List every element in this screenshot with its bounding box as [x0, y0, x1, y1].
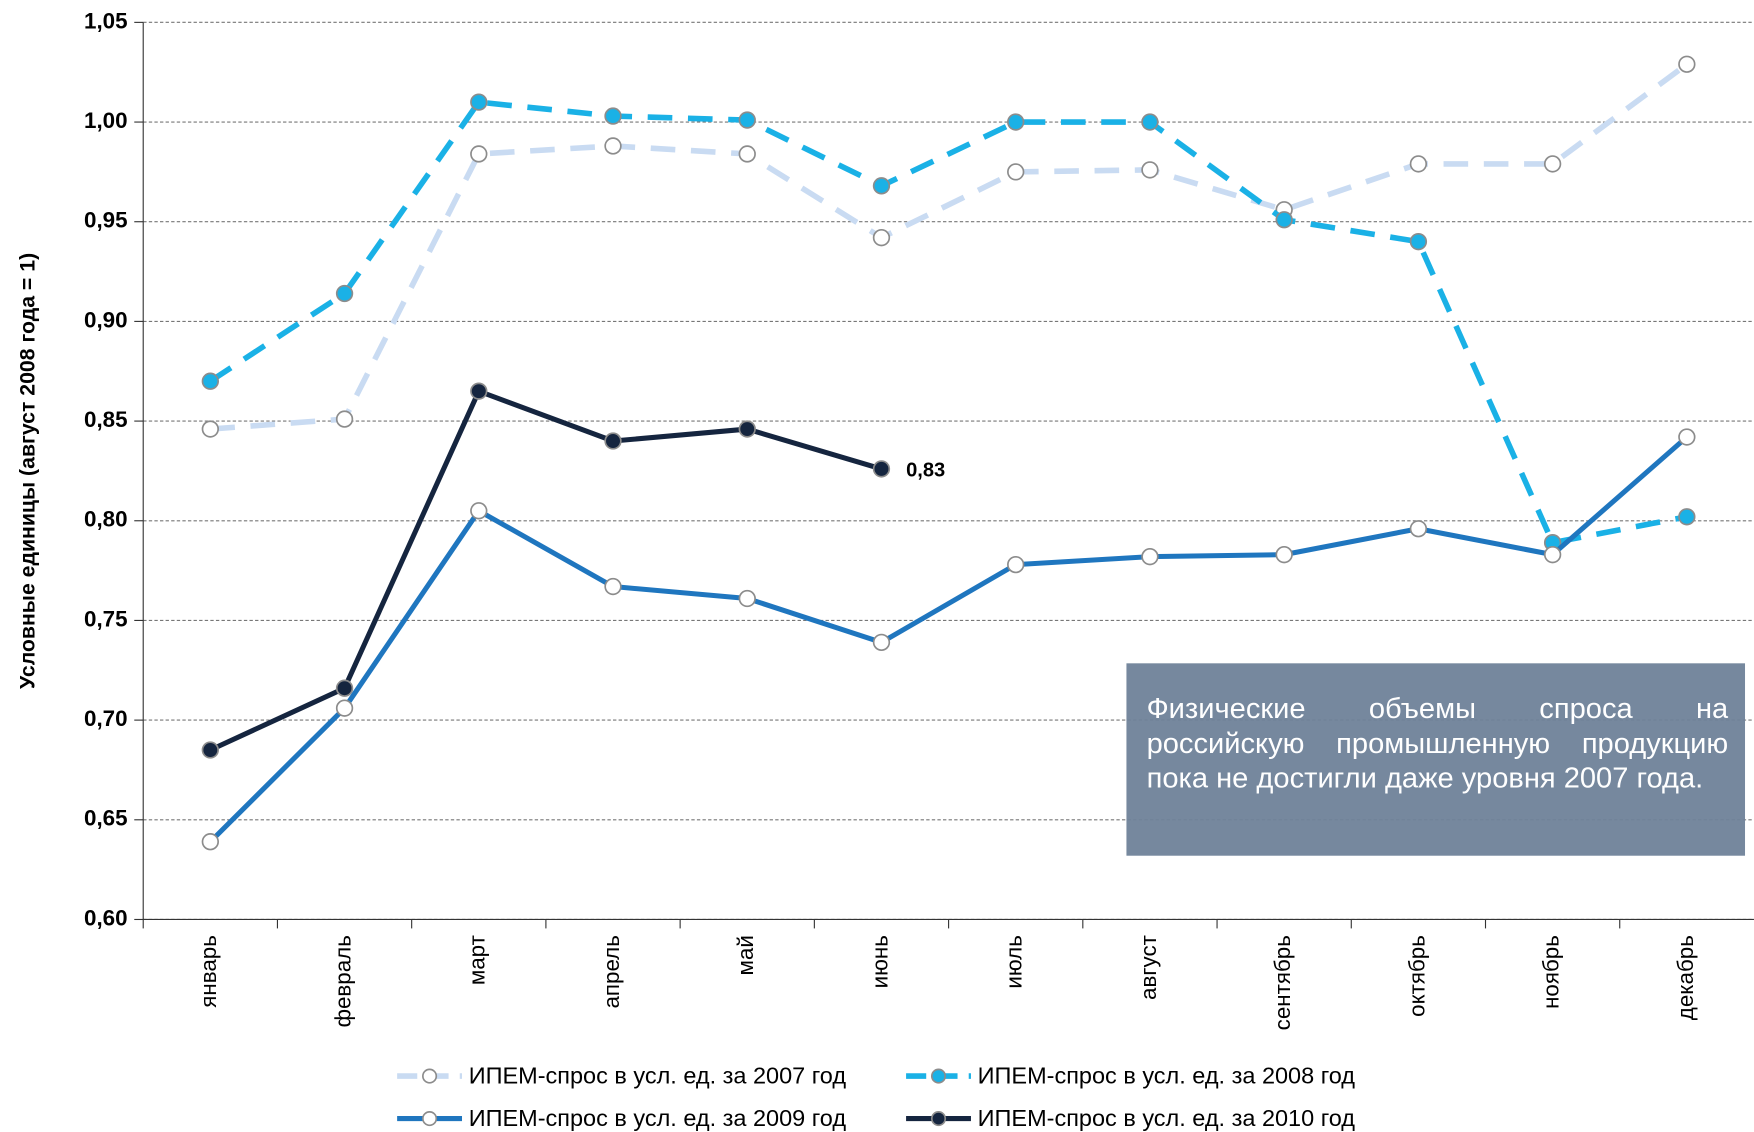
annotation-box: [1126, 663, 1746, 856]
y-tick-label: 0,75: [84, 606, 128, 631]
series-line: [209, 388, 883, 753]
marker: [201, 372, 219, 390]
marker: [1409, 232, 1428, 251]
marker: [1275, 211, 1293, 229]
series-line: [208, 99, 1688, 546]
x-tick-label: сентябрь: [1270, 935, 1295, 1030]
marker: [738, 420, 756, 438]
x-tick-label: декабрь: [1673, 935, 1698, 1020]
marker: [422, 1068, 438, 1084]
marker: [872, 633, 891, 652]
x-tick-label: июль: [1002, 935, 1027, 988]
marker: [422, 1111, 438, 1127]
marker: [1007, 163, 1025, 181]
x-tick-label: ноябрь: [1539, 935, 1564, 1009]
legend-label: ИПЕМ-спрос в усл. ед. за 2007 год: [469, 1062, 847, 1088]
y-tick-label: 0,95: [84, 208, 128, 233]
legend-label: ИПЕМ-спрос в усл. ед. за 2008 год: [978, 1062, 1356, 1088]
y-axis-label: Условные единицы (август 2008 года = 1): [16, 253, 40, 689]
marker: [201, 420, 219, 438]
marker: [1275, 545, 1293, 564]
x-tick-label: октябрь: [1404, 935, 1429, 1017]
marker: [1543, 545, 1562, 564]
marker: [470, 502, 488, 520]
marker: [335, 699, 354, 717]
x-tick-label: февраль: [330, 935, 355, 1027]
marker: [1678, 55, 1696, 73]
marker: [1409, 155, 1428, 173]
y-tick-label: 0,80: [84, 507, 128, 532]
x-tick-label: август: [1136, 935, 1161, 1000]
marker: [470, 382, 488, 400]
marker: [335, 679, 354, 697]
marker: [1141, 161, 1159, 179]
series-line: [210, 61, 1689, 432]
legend-label: ИПЕМ-спрос в усл. ед. за 2010 год: [978, 1105, 1356, 1131]
marker: [470, 93, 488, 111]
x-tick-label: апрель: [599, 935, 624, 1008]
x-tick-label: май: [733, 935, 758, 975]
marker: [1007, 555, 1025, 574]
marker: [1678, 428, 1696, 446]
marker: [1141, 113, 1159, 131]
annotation-text: Физические объемы спроса на российскую п…: [1146, 691, 1729, 795]
marker: [738, 589, 756, 608]
marker: [738, 145, 756, 163]
marker: [872, 460, 891, 478]
marker: [335, 284, 354, 303]
y-tick-label: 1,00: [84, 108, 128, 133]
marker: [872, 177, 891, 195]
data-label: 0,83: [906, 459, 945, 481]
y-tick-label: 0,60: [84, 905, 128, 930]
marker: [1141, 547, 1159, 566]
y-tick-label: 0,65: [84, 806, 128, 831]
marker: [1007, 113, 1025, 131]
marker: [1409, 520, 1428, 538]
marker: [470, 145, 488, 163]
marker: [335, 410, 354, 428]
marker: [604, 432, 622, 450]
y-tick-label: 0,85: [84, 407, 128, 432]
x-tick-label: март: [465, 935, 490, 985]
x-tick-label: январь: [196, 935, 221, 1008]
marker: [1678, 508, 1696, 526]
marker: [738, 111, 756, 129]
y-tick-label: 0,70: [84, 706, 128, 731]
marker: [604, 107, 622, 125]
marker: [201, 833, 219, 851]
y-tick-label: 1,05: [84, 8, 128, 33]
marker: [930, 1068, 947, 1084]
series-line: [208, 435, 1689, 844]
marker: [930, 1111, 947, 1127]
marker: [872, 229, 891, 247]
y-tick-label: 0,90: [84, 307, 128, 332]
marker: [604, 577, 622, 596]
annotation: Физические объемы спроса на российскую п…: [1146, 691, 1729, 795]
x-tick-label: июнь: [867, 935, 892, 988]
legend-label: ИПЕМ-спрос в усл. ед. за 2009 год: [469, 1105, 847, 1131]
marker: [1543, 155, 1562, 173]
marker: [201, 741, 219, 759]
marker: [604, 137, 622, 155]
